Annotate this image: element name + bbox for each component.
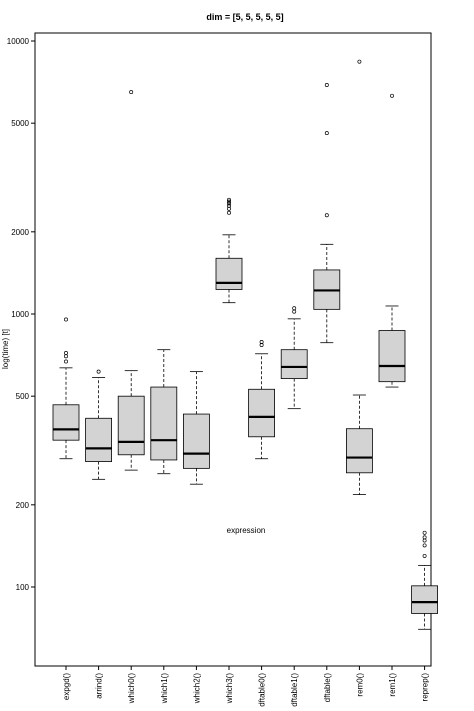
outlier-point (129, 90, 134, 95)
x-tick-label: rem0() (355, 673, 364, 697)
x-tick-label: expgd() (62, 673, 71, 700)
outlier-point (227, 201, 231, 206)
outlier-point (422, 543, 427, 548)
outlier-point (324, 213, 329, 218)
x-tick-label: which2() (192, 673, 201, 705)
x-tick-label: dftable1() (290, 673, 299, 707)
iqr-box (215, 257, 243, 290)
x-tick-label: rem1() (388, 673, 397, 697)
chart-title: dim = [5, 5, 5, 5, 5] (206, 12, 283, 22)
boxes-group (52, 59, 439, 630)
box-which2() (182, 371, 210, 485)
box-dftable0() (248, 339, 276, 460)
iqr-box (248, 388, 276, 438)
box-dftable() (313, 83, 341, 344)
box-dftable1() (280, 306, 308, 410)
iqr-box (280, 349, 308, 379)
box-reprep() (411, 530, 439, 630)
y-tick-label: 1000 (11, 310, 29, 319)
box-which1() (150, 349, 178, 475)
outlier-point (292, 306, 297, 311)
outlier-point (96, 369, 101, 374)
y-tick-label: 100 (16, 583, 30, 592)
box-rem1() (378, 93, 406, 388)
y-tick-label: 200 (16, 501, 30, 510)
y-axis-label: log(time) [t] (1, 329, 10, 369)
outlier-point (64, 359, 68, 364)
outlier-point (390, 93, 394, 98)
outlier-point (64, 317, 68, 322)
plot-frame (34, 32, 432, 667)
outlier-point (324, 83, 329, 87)
y-tick-label: 2000 (11, 228, 29, 237)
x-tick-label: reprep() (421, 673, 430, 702)
x-axis-label: expression (227, 526, 266, 535)
x-tick-label: which3() (225, 673, 234, 705)
outlier-point (422, 530, 427, 535)
outlier-point (64, 354, 68, 359)
x-axis: expgd() arrind() which0() which1() which2() w… (62, 665, 430, 707)
outlier-point (324, 131, 329, 136)
x-tick-label: arrind() (95, 673, 104, 699)
iqr-box (182, 413, 210, 469)
box-rem0() (345, 59, 373, 496)
x-tick-label: which1() (160, 673, 169, 705)
outlier-point (227, 203, 231, 208)
outlier-point (422, 538, 427, 543)
outlier-point (422, 553, 427, 558)
outlier-point (227, 197, 231, 202)
iqr-box (345, 428, 373, 474)
iqr-box (411, 585, 439, 614)
iqr-box (52, 404, 80, 441)
y-axis: 100 200 500 1000 2000 5000 10000 (7, 37, 36, 592)
outlier-point (357, 59, 362, 64)
iqr-box (117, 395, 145, 456)
y-tick-label: 5000 (11, 119, 29, 128)
iqr-box (378, 330, 406, 383)
outlier-point (422, 535, 427, 540)
outlier-point (64, 350, 68, 355)
y-tick-label: 500 (16, 392, 30, 401)
box-which3() (215, 197, 243, 304)
outlier-point (227, 199, 231, 204)
outlier-point (292, 309, 297, 314)
outlier-point (259, 339, 264, 344)
box-expgd() (52, 317, 80, 460)
x-tick-label: which0() (127, 673, 136, 705)
y-tick-label: 10000 (7, 37, 30, 46)
iqr-box (150, 386, 178, 461)
outlier-point (227, 210, 231, 215)
box-which0() (117, 90, 145, 471)
box-arrind() (85, 369, 112, 480)
x-tick-label: dftable0() (258, 673, 267, 707)
iqr-box (85, 417, 112, 462)
x-tick-label: dftable() (323, 673, 332, 703)
